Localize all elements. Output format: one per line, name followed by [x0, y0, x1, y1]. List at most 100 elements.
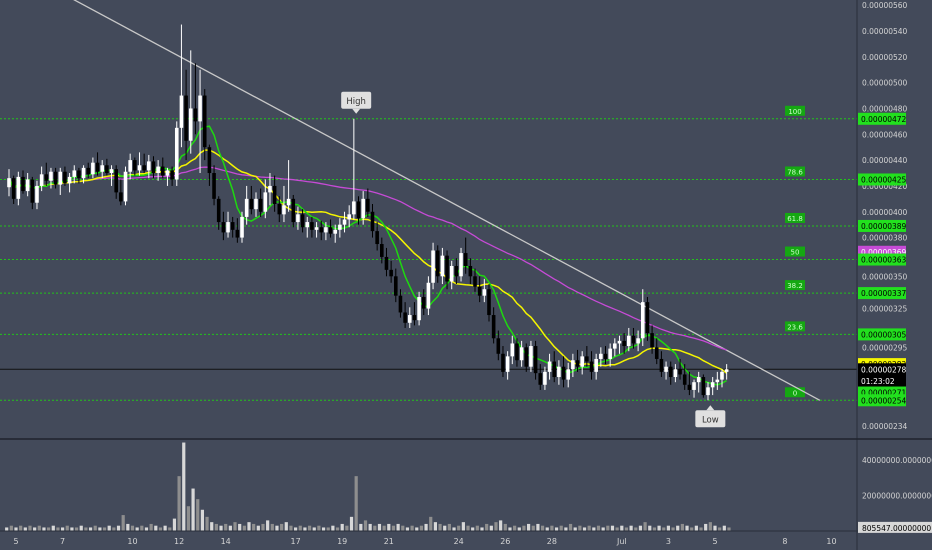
fib-level-tag	[785, 387, 805, 398]
volume-bar	[377, 523, 382, 531]
volume-bar	[554, 527, 559, 531]
price-tick-label: 0.00000295	[862, 343, 908, 352]
volume-bar	[321, 527, 326, 531]
candle-body	[370, 211, 375, 232]
volume-bar	[107, 525, 111, 531]
candle-body	[463, 253, 468, 266]
time-axis[interactable]: 5 7 10 12 14 17 19 21 24 26 28 Jul 3 5 8 10	[13, 537, 836, 546]
volume-bar	[438, 523, 442, 531]
price-axis[interactable]: 0.00000560 0.00000540 0.00000520 0.00000500…	[862, 1, 908, 431]
volume-bar	[410, 525, 414, 531]
volume-last-badge	[858, 521, 932, 533]
volume-bar	[261, 523, 265, 531]
candle-body	[668, 366, 673, 378]
candle-body	[412, 315, 417, 321]
candle-body	[724, 369, 729, 372]
candle-body	[300, 214, 305, 228]
volume-bar	[517, 527, 521, 531]
volume-bar	[503, 523, 507, 531]
price-badge	[858, 394, 906, 407]
fib-price-badge	[858, 112, 906, 125]
trendline[interactable]	[0, 0, 821, 401]
price-tick-label: 0.00000560	[862, 1, 908, 10]
volume-bar	[433, 522, 437, 531]
candle-body	[216, 198, 221, 223]
candle-body	[202, 95, 207, 148]
candle-body	[128, 160, 132, 172]
price-tick-label: 0.00000500	[862, 79, 908, 88]
candle-body	[673, 369, 678, 378]
price-badge-label: 0.00000369	[861, 248, 907, 257]
candle-body	[482, 289, 487, 296]
volume-bar	[559, 525, 563, 531]
candle-body	[39, 174, 44, 186]
candle-body	[53, 171, 58, 185]
candle-body	[561, 366, 566, 380]
volume-bar	[88, 527, 93, 531]
candle-body	[352, 201, 356, 215]
candle-body	[403, 312, 407, 323]
volume-bar	[596, 525, 601, 531]
time-tick-label: 12	[174, 537, 184, 546]
candle-body	[393, 276, 398, 296]
volume-bar	[224, 523, 228, 531]
downtrend-line[interactable]	[0, 0, 821, 401]
candle-body	[179, 95, 184, 128]
volume-bar	[102, 527, 107, 531]
volume-bar	[303, 527, 307, 531]
volume-bar	[158, 527, 163, 531]
candle-body	[449, 265, 454, 282]
fib-price-badge-label: 0.00000363	[861, 256, 907, 265]
volume-bar	[317, 525, 321, 531]
volume-bar	[527, 523, 531, 531]
volume-bar	[252, 523, 256, 531]
candle-body	[571, 360, 575, 370]
volume-bar	[331, 525, 335, 531]
candle-body	[589, 361, 594, 372]
volume-bar	[233, 522, 237, 531]
candle-body	[710, 382, 715, 388]
candle-body	[147, 161, 151, 171]
volume-bar	[98, 527, 102, 531]
volume-bar	[126, 523, 130, 531]
volume-bar	[335, 527, 340, 531]
candle-body	[496, 338, 501, 354]
volume-bar	[485, 523, 489, 531]
volume-bar	[326, 527, 330, 531]
volume-bar	[522, 525, 526, 531]
time-tick-label: 10	[826, 537, 836, 546]
candle-body	[314, 227, 319, 230]
candle-body	[105, 165, 109, 174]
volume-bar	[140, 525, 144, 531]
candle-body	[613, 343, 617, 349]
candle-body	[491, 315, 496, 339]
volume-bar	[471, 527, 475, 531]
volume-bar	[228, 525, 232, 531]
candle-body	[207, 147, 212, 174]
candle-body	[533, 346, 538, 374]
volume-bar	[718, 527, 722, 531]
time-tick-label: 28	[547, 537, 557, 546]
price-badge-label: 0.00000278	[861, 365, 907, 374]
candle-body	[119, 192, 123, 202]
volume-bar	[643, 522, 647, 531]
volume-bar	[61, 527, 65, 531]
volume-bar	[154, 525, 158, 531]
candle-body	[380, 244, 384, 257]
fib-price-badge	[858, 173, 906, 186]
volume-axis[interactable]: 40000000.00000000 20000000.00000000 805547…	[858, 456, 932, 533]
candle-body	[682, 374, 687, 385]
volume-bar	[238, 523, 242, 531]
volume-bar	[112, 527, 116, 531]
volume-bar	[652, 527, 657, 531]
price-badge	[858, 374, 906, 387]
volume-bar	[387, 523, 391, 531]
volume-bar	[582, 527, 587, 531]
time-tick-label: 8	[782, 537, 787, 546]
fib-level-label: 100	[788, 108, 801, 116]
candle-body	[188, 108, 193, 141]
candle-body	[431, 250, 435, 283]
time-tick-label: 21	[384, 537, 394, 546]
volume-bar	[457, 525, 461, 531]
